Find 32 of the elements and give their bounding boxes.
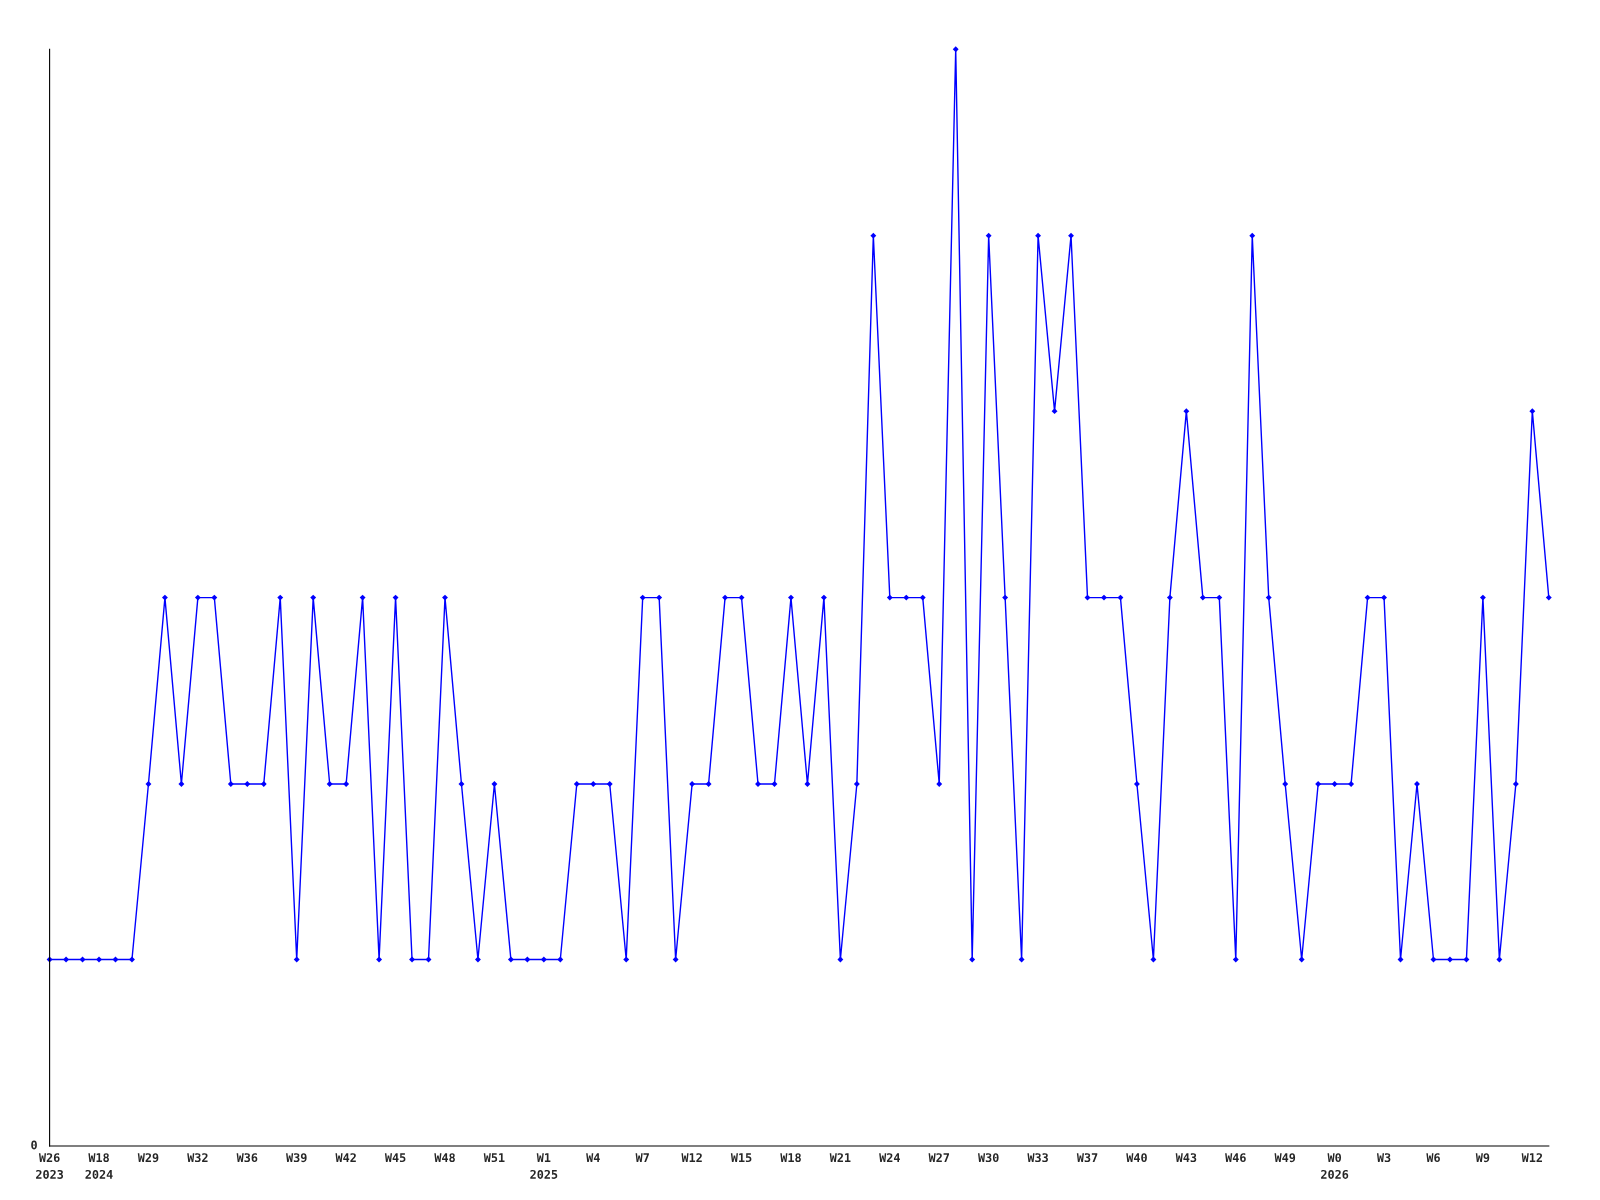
x-tick-label: W12	[681, 1153, 702, 1162]
x-tick-label: W3	[1376, 1153, 1391, 1163]
x-tick-label: W1 2025	[530, 1153, 558, 1179]
x-tick-label: W0 2026	[1321, 1153, 1349, 1179]
x-tick-label: W6	[1426, 1153, 1440, 1163]
x-tick-label: W39	[286, 1153, 307, 1163]
x-tick-label: W32	[187, 1153, 208, 1163]
x-tick-label: W27	[928, 1153, 950, 1162]
x-tick-label: W49	[1274, 1153, 1296, 1163]
x-tick-label: W33	[1027, 1153, 1048, 1163]
x-tick-label: W9	[1475, 1153, 1490, 1163]
text: 0	[31, 1140, 37, 1150]
x-tick-label: W43	[1175, 1153, 1197, 1163]
x-tick-label: W21	[829, 1153, 851, 1162]
x-tick-label: W48	[434, 1153, 455, 1163]
x-tick-label: W15	[730, 1153, 752, 1163]
x-tick-label: W37	[1076, 1153, 1098, 1163]
x-tick-label: W18	[780, 1153, 801, 1163]
x-tick-label: W12	[1521, 1153, 1543, 1162]
x-tick-label: W18 2024	[85, 1153, 113, 1179]
x-tick-label: W4	[586, 1153, 600, 1162]
x-tick-label: W42	[335, 1153, 356, 1162]
x-tick-label: W26 2023	[36, 1153, 64, 1179]
x-tick-label: W40	[1126, 1153, 1147, 1163]
x-tick-label: W29	[137, 1153, 159, 1163]
x-tick-label: W51	[483, 1153, 505, 1163]
x-tick-label: W24	[879, 1153, 900, 1162]
x-tick-label: W45	[384, 1153, 406, 1163]
x-tick-label: W46	[1225, 1153, 1246, 1163]
x-tick-label: W30	[978, 1153, 999, 1163]
x-tick-label: W36	[236, 1153, 258, 1163]
x-tick-label: W7	[635, 1153, 649, 1162]
